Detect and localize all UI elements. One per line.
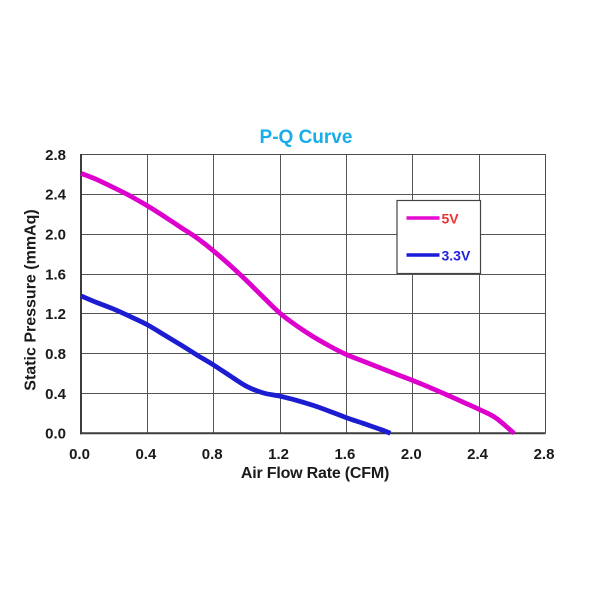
svg-text:0.0: 0.0 xyxy=(45,426,66,443)
svg-text:0.4: 0.4 xyxy=(135,446,157,463)
svg-text:0.8: 0.8 xyxy=(202,446,223,463)
svg-text:2.8: 2.8 xyxy=(45,147,66,164)
svg-text:2.4: 2.4 xyxy=(467,446,489,463)
svg-text:P-Q Curve: P-Q Curve xyxy=(260,127,353,148)
svg-text:Static Pressure (mmAq): Static Pressure (mmAq) xyxy=(23,209,40,390)
svg-text:0.8: 0.8 xyxy=(45,346,66,363)
svg-text:1.6: 1.6 xyxy=(334,446,355,463)
svg-text:2.0: 2.0 xyxy=(401,446,422,463)
svg-text:1.2: 1.2 xyxy=(45,306,66,323)
svg-text:0.0: 0.0 xyxy=(69,446,90,463)
svg-text:1.6: 1.6 xyxy=(45,266,66,283)
svg-text:2.8: 2.8 xyxy=(534,446,555,463)
svg-text:0.4: 0.4 xyxy=(45,386,67,403)
svg-text:1.2: 1.2 xyxy=(268,446,289,463)
svg-text:3.3V: 3.3V xyxy=(442,248,471,264)
svg-text:Air Flow Rate (CFM): Air Flow Rate (CFM) xyxy=(241,465,389,482)
svg-text:2.0: 2.0 xyxy=(45,227,66,244)
svg-text:2.4: 2.4 xyxy=(45,187,67,204)
svg-text:5V: 5V xyxy=(442,211,460,227)
